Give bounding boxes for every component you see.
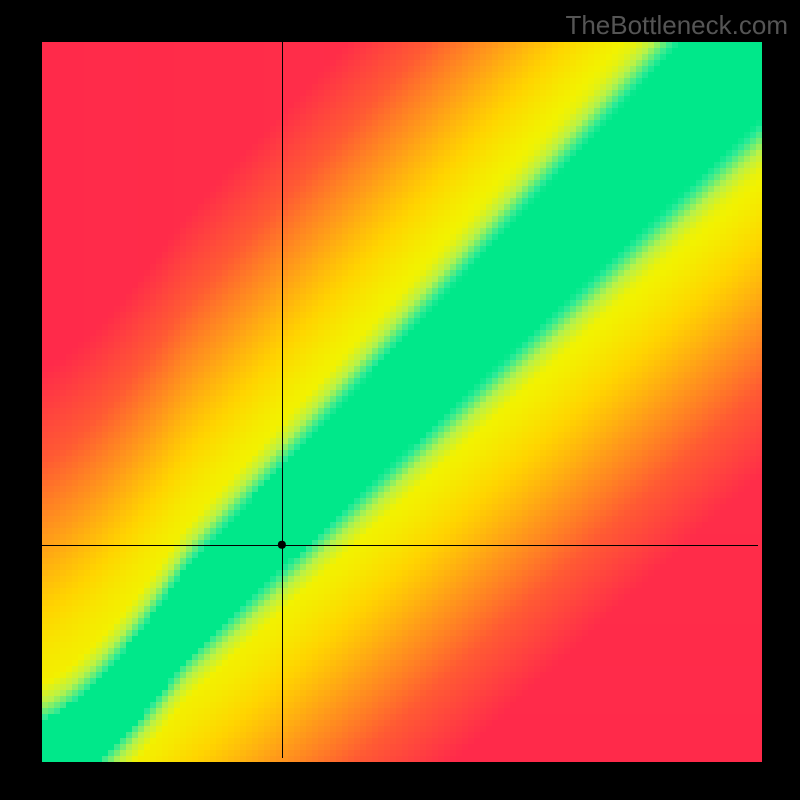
heatmap-canvas [0, 0, 800, 800]
watermark-text: TheBottleneck.com [565, 10, 788, 41]
chart-container: TheBottleneck.com [0, 0, 800, 800]
